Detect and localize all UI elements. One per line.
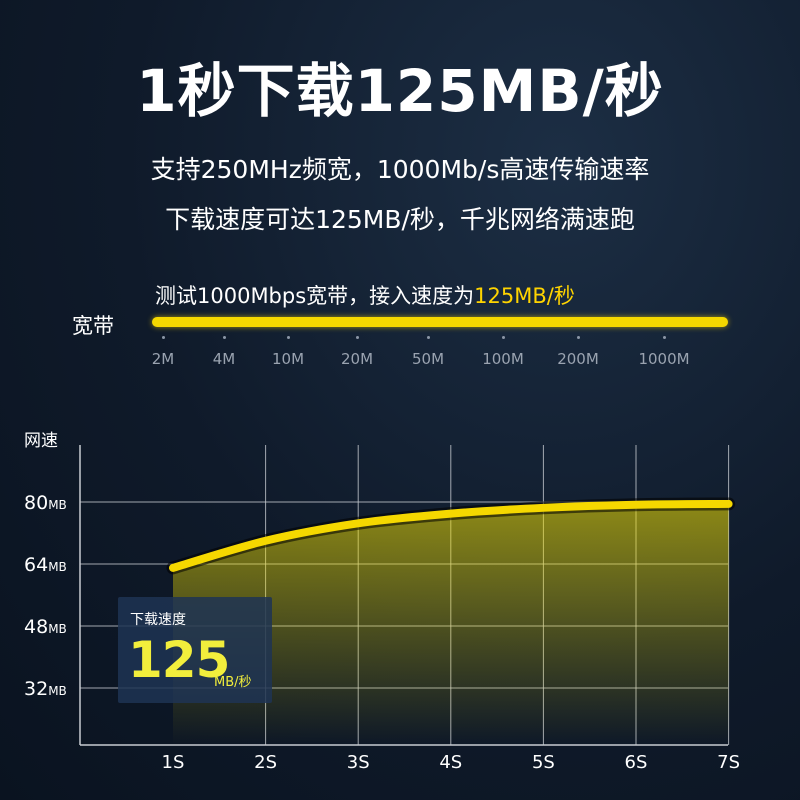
y-tick-label: 48MB bbox=[24, 616, 67, 638]
bandwidth-bar bbox=[152, 317, 728, 327]
y-tick-label: 32MB bbox=[24, 678, 67, 700]
chart-area bbox=[173, 503, 729, 745]
download-speed-box: 下载速度 125 MB/秒 bbox=[118, 597, 272, 703]
bandwidth-label: 宽带 bbox=[72, 314, 114, 338]
bandwidth-caption-highlight: 125MB/秒 bbox=[474, 284, 575, 308]
x-tick-label: 1S bbox=[162, 752, 185, 773]
y-tick-label: 80MB bbox=[24, 492, 67, 514]
bandwidth-tick-dot bbox=[162, 336, 165, 339]
y-axis-title: 网速 bbox=[24, 431, 58, 451]
bandwidth-tick-dot bbox=[427, 336, 430, 339]
download-speed-label: 下载速度 bbox=[130, 612, 186, 628]
bandwidth-tick-dot bbox=[663, 336, 666, 339]
chart-labels: 网速 80MB 64MB 48MB 32MB 1S 2S 3S 4S 5S 6S 7S bbox=[24, 431, 740, 773]
bandwidth-caption-text: 测试1000Mbps宽带，接入速度为 bbox=[155, 284, 475, 308]
bandwidth-tick-dot bbox=[223, 336, 226, 339]
chart-line bbox=[166, 497, 736, 575]
bandwidth-tick-label: 10M bbox=[271, 350, 305, 368]
headline: 1秒下载125MB/秒 bbox=[136, 57, 664, 125]
subtitle-line-2: 下载速度可达125MB/秒，千兆网络满速跑 bbox=[165, 205, 635, 234]
series-area bbox=[173, 503, 729, 745]
bandwidth-caption: 测试1000Mbps宽带，接入速度为125MB/秒 bbox=[155, 280, 575, 310]
bandwidth-tick-dot bbox=[502, 336, 505, 339]
x-tick-label: 3S bbox=[347, 752, 370, 773]
x-tick-label: 4S bbox=[439, 752, 462, 773]
bandwidth-tick-dot bbox=[577, 336, 580, 339]
x-tick-label: 6S bbox=[625, 752, 648, 773]
bandwidth-tick-label: 2M bbox=[151, 350, 175, 368]
x-tick-label: 7S bbox=[717, 752, 740, 773]
y-tick-label: 64MB bbox=[24, 554, 67, 576]
subtitle-line-1: 支持250MHz频宽，1000Mb/s高速传输速率 bbox=[150, 155, 650, 184]
bandwidth-tick-label: 1000M bbox=[638, 350, 690, 368]
x-tick-label: 5S bbox=[532, 752, 555, 773]
x-tick-label: 2S bbox=[254, 752, 277, 773]
bandwidth-tick-dot bbox=[287, 336, 290, 339]
bandwidth-tick-dot bbox=[356, 336, 359, 339]
bandwidth-tick-label: 50M bbox=[411, 350, 445, 368]
download-speed-value: 125 bbox=[128, 631, 230, 689]
download-speed-unit: MB/秒 bbox=[214, 675, 252, 690]
bandwidth-tick-label: 20M bbox=[340, 350, 374, 368]
bandwidth-tick-label: 200M bbox=[557, 350, 599, 368]
bandwidth-tick-label: 4M bbox=[212, 350, 236, 368]
bandwidth-tick-label: 100M bbox=[482, 350, 524, 368]
